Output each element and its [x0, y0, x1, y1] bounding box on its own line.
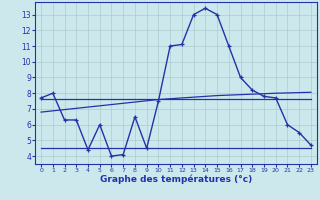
X-axis label: Graphe des températures (°c): Graphe des températures (°c) [100, 175, 252, 184]
